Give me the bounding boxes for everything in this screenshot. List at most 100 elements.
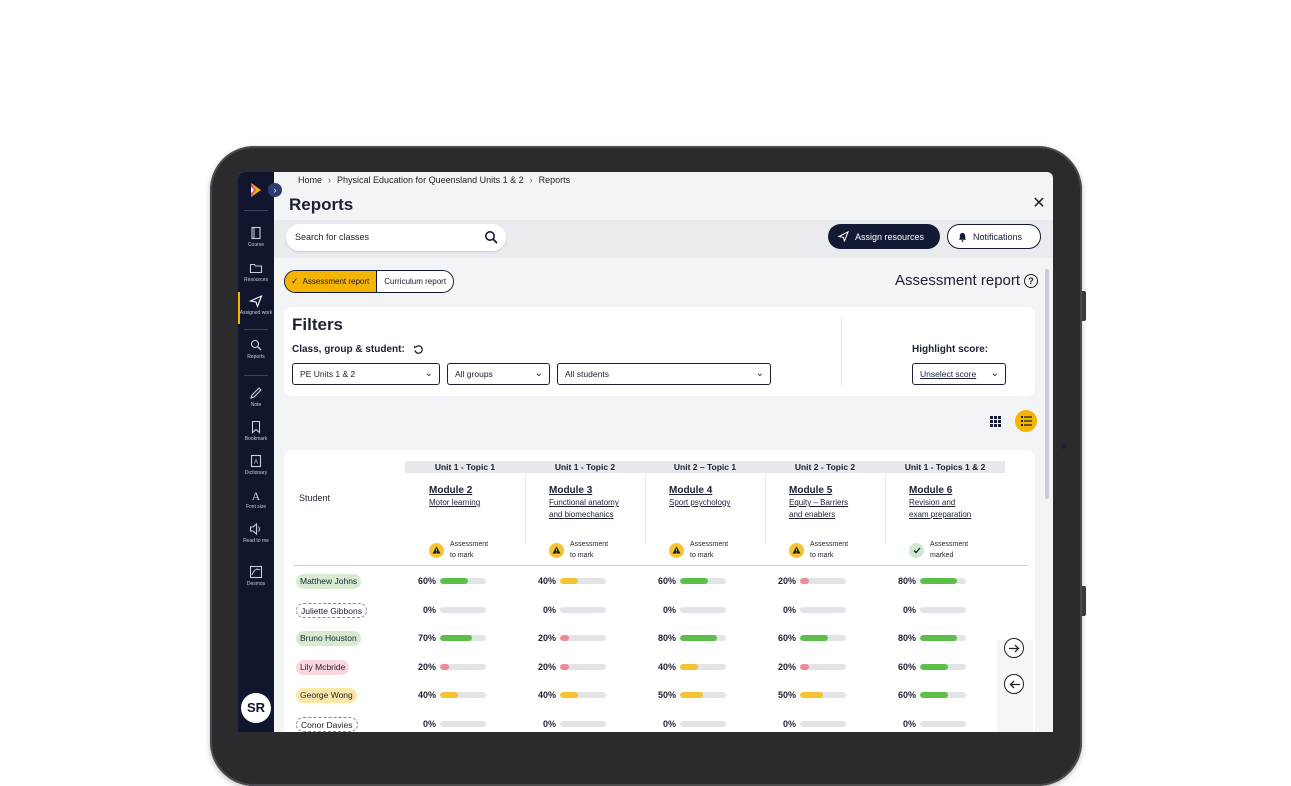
rail-item-resources[interactable]: Resources (238, 261, 274, 283)
score-cell[interactable]: 80% (652, 633, 726, 643)
score-cell[interactable]: 20% (412, 662, 486, 672)
rail-item-note[interactable]: Note (238, 386, 274, 408)
score-cell[interactable]: 0% (412, 719, 486, 729)
score-cell[interactable]: 70% (412, 633, 486, 643)
student-name[interactable]: Lily Mcbride (296, 659, 350, 675)
score-cell[interactable]: 0% (652, 719, 726, 729)
assessment-status[interactable]: Assessment to mark (429, 539, 488, 561)
column-divider (885, 476, 886, 544)
score-cell[interactable]: 60% (652, 576, 726, 586)
score-bar (680, 692, 726, 698)
student-name[interactable]: Bruno Houston (296, 631, 361, 646)
score-cell[interactable]: 0% (772, 605, 846, 615)
module-subtitle: Revision and (909, 498, 956, 507)
list-view-button[interactable] (1015, 410, 1037, 432)
breadcrumb-reports: Reports (538, 175, 571, 185)
rail-item-assigned-work[interactable]: Assigned work (238, 292, 274, 324)
score-cell[interactable]: 60% (892, 690, 966, 700)
module-header-link[interactable]: Module 5 Equity – Barriers and enablers (789, 485, 848, 521)
score-cell[interactable]: 40% (532, 690, 606, 700)
group-select[interactable]: All groups ⌄ (447, 363, 550, 385)
rail-item-reports[interactable]: Reports (238, 338, 274, 360)
rail-item-read-to-me[interactable]: Read to me (238, 522, 274, 544)
module-header-link[interactable]: Module 4 Sport psychology (669, 485, 730, 509)
column-divider (645, 476, 646, 544)
score-cell[interactable]: 0% (892, 605, 966, 615)
expand-rail-button[interactable]: › (268, 183, 282, 197)
score-cell[interactable]: 20% (532, 633, 606, 643)
score-bar (440, 663, 486, 670)
score-cell[interactable]: 0% (772, 719, 846, 729)
scroll-left-button[interactable] (1004, 674, 1024, 694)
help-icon[interactable]: ? (1024, 274, 1038, 288)
student-select[interactable]: All students ⌄ (557, 363, 771, 385)
score-cell[interactable]: 40% (412, 690, 486, 700)
score-cell[interactable]: 40% (652, 662, 726, 672)
assessment-status[interactable]: Assessment marked (909, 539, 968, 561)
module-header-link[interactable]: Module 6 Revision and exam preparation (909, 485, 971, 521)
rail-item-font-size[interactable]: A Font size (238, 488, 274, 510)
score-cell[interactable]: 80% (892, 633, 966, 643)
score-bar-fill (560, 578, 579, 584)
tab-assessment-report[interactable]: ✓ Assessment report (285, 271, 378, 292)
assessment-status-label: Assessment to mark (450, 541, 489, 559)
student-name[interactable]: George Wong (296, 688, 357, 703)
breadcrumb-course[interactable]: Physical Education for Queensland Units … (337, 175, 524, 185)
score-cell[interactable]: 20% (532, 662, 606, 672)
score-percent: 40% (537, 576, 556, 586)
module-header-link[interactable]: Module 3 Functional anatomy and biomechani… (549, 485, 619, 521)
grid-view-button[interactable] (984, 410, 1006, 432)
score-bar-fill (680, 578, 708, 584)
score-cell[interactable]: 0% (892, 719, 966, 729)
score-cell[interactable]: 80% (892, 576, 966, 586)
score-cell[interactable]: 20% (772, 576, 846, 586)
search-icon[interactable] (484, 230, 498, 244)
score-cell[interactable]: 50% (772, 690, 846, 700)
assessment-status[interactable]: Assessment to mark (669, 539, 728, 561)
breadcrumb-home[interactable]: Home (298, 175, 323, 185)
score-cell[interactable]: 40% (532, 576, 606, 586)
tab-curriculum-report[interactable]: Curriculum report (377, 271, 454, 292)
highlight-score-select[interactable]: Unselect score ⌄ (912, 363, 1006, 385)
warning-icon (669, 542, 684, 558)
vertical-scrollbar[interactable] (1045, 269, 1049, 499)
assign-resources-button[interactable]: Assign resources (828, 224, 940, 249)
close-icon[interactable]: ✕ (1032, 195, 1046, 212)
rail-item-desmos[interactable]: Desmos (238, 565, 274, 587)
score-cell[interactable]: 60% (892, 662, 966, 672)
avatar[interactable]: SR (241, 693, 271, 723)
score-cell[interactable]: 0% (532, 605, 606, 615)
score-cell[interactable]: 0% (652, 605, 726, 615)
reset-icon[interactable] (413, 344, 424, 355)
score-bar (920, 663, 966, 670)
notifications-button[interactable]: Notifications (947, 224, 1041, 249)
student-name[interactable]: Conor Davies (296, 716, 358, 732)
score-cell[interactable]: 0% (532, 719, 606, 729)
pencil-icon (250, 387, 262, 399)
score-percent: 80% (897, 633, 916, 643)
assessment-status[interactable]: Assessment to mark (789, 539, 848, 561)
rail-item-dictionary[interactable]: A Dictionary (238, 454, 274, 476)
unit-header: Unit 2 - Topic 2 (765, 461, 885, 473)
score-cell[interactable]: 20% (772, 662, 846, 672)
assessment-status[interactable]: Assessment to mark (549, 539, 608, 561)
column-divider (765, 476, 766, 544)
dictionary-icon: A (250, 454, 262, 468)
class-select-value: PE Units 1 & 2 (300, 369, 356, 379)
class-select[interactable]: PE Units 1 & 2 ⌄ (292, 363, 440, 385)
table-row: George Wong 40% 40% 50% 50% 60% (284, 681, 1035, 709)
scroll-right-button[interactable] (1004, 638, 1024, 658)
score-cell[interactable]: 0% (412, 605, 486, 615)
score-cell[interactable]: 60% (772, 633, 846, 643)
rail-item-bookmark[interactable]: Bookmark (238, 420, 274, 442)
score-bar (800, 720, 846, 727)
module-header-link[interactable]: Module 2 Motor learning (429, 485, 480, 509)
student-name[interactable]: Matthew Johns (296, 574, 362, 589)
score-percent: 70% (417, 633, 436, 643)
volume-up-button (1082, 291, 1086, 321)
rail-item-course[interactable]: Course (238, 226, 274, 248)
score-cell[interactable]: 60% (412, 576, 486, 586)
search-input[interactable] (295, 232, 475, 242)
student-name[interactable]: Juliette Gibbons (296, 602, 367, 618)
score-cell[interactable]: 50% (652, 690, 726, 700)
